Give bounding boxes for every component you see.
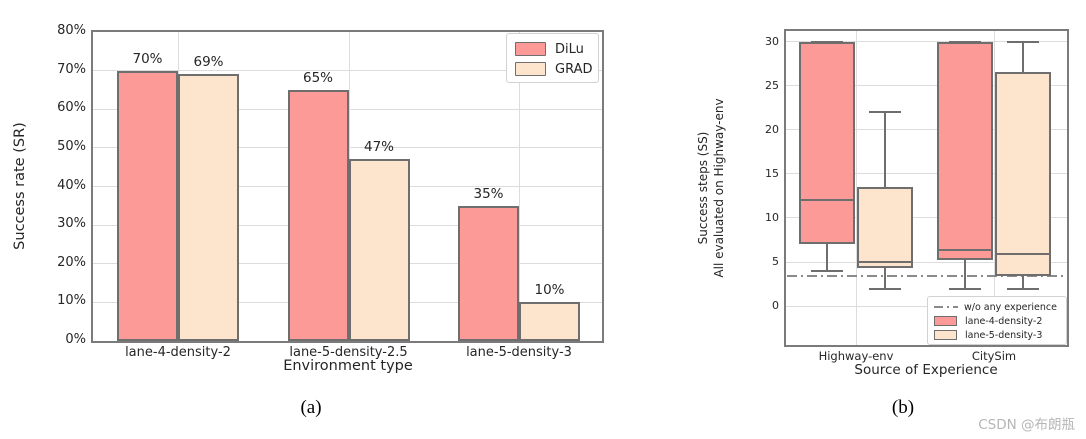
whisker-cap-lower bbox=[869, 287, 901, 290]
bar-dilu-lane-4-density-2 bbox=[117, 70, 178, 341]
box-lane-4-density-2-CitySim bbox=[937, 41, 993, 261]
bar-value-label: 10% bbox=[534, 282, 565, 299]
chart-b-ytick-label: 10 bbox=[765, 210, 779, 224]
whisker-cap-lower bbox=[811, 269, 843, 272]
median-line bbox=[859, 261, 911, 264]
whisker-cap-upper bbox=[869, 111, 901, 114]
legend-label-lane5: lane-5-density-3 bbox=[965, 329, 1043, 341]
lane5-color-swatch bbox=[934, 330, 957, 340]
bar-value-label: 47% bbox=[363, 139, 394, 156]
gridline-h bbox=[786, 41, 1067, 43]
gridline-h bbox=[786, 129, 1067, 131]
caption-a: (a) bbox=[300, 397, 322, 418]
bar-value-label: 65% bbox=[302, 69, 333, 86]
whisker-upper bbox=[884, 112, 886, 188]
chart-b-plot-area bbox=[784, 29, 1069, 347]
bar-value-label: 35% bbox=[473, 185, 504, 202]
legend-label-dilu: DiLu bbox=[555, 41, 584, 57]
gridline-h bbox=[786, 173, 1067, 175]
chart-a-ylabel: Success rate (SR) bbox=[12, 122, 28, 250]
chart-a-ytick-label: 70% bbox=[57, 61, 86, 77]
chart-b-xtick-label: CitySim bbox=[971, 349, 1017, 363]
chart-a-xtick-label: lane-5-density-3 bbox=[466, 345, 572, 360]
legend-label-grad: GRAD bbox=[555, 61, 593, 77]
gridline-h bbox=[786, 85, 1067, 87]
chart-b-ytick-label: 30 bbox=[765, 34, 779, 48]
chart-b-ytick-label: 20 bbox=[765, 122, 779, 136]
box-lane-5-density-3-Highway-env bbox=[857, 187, 913, 269]
dilu-color-swatch bbox=[515, 42, 546, 56]
chart-a-ytick-label: 0% bbox=[65, 332, 86, 347]
lane4-color-swatch bbox=[934, 316, 957, 326]
whisker-cap-upper bbox=[1007, 40, 1039, 43]
bar-value-label: 69% bbox=[193, 54, 224, 71]
bar-grad-lane-5-density-3 bbox=[519, 302, 580, 341]
whisker-cap-lower bbox=[1007, 287, 1039, 290]
chart-a-ytick-label: 20% bbox=[57, 254, 86, 270]
bar-grad-lane-5-density-2.5 bbox=[348, 159, 410, 341]
legend-entry-lane4: lane-4-density-2 bbox=[934, 314, 1060, 328]
chart-b-ytick-label: 15 bbox=[765, 166, 779, 180]
gridline-h bbox=[786, 261, 1067, 263]
whisker-cap-lower bbox=[949, 287, 981, 290]
chart-b-ytick-label: 5 bbox=[772, 255, 779, 269]
whisker-lower bbox=[884, 268, 886, 289]
gridline-v bbox=[856, 31, 857, 345]
chart-b-ylabel-line2: All evaluated on Highway-env bbox=[712, 98, 726, 278]
chart-a-ytick-label: 60% bbox=[57, 100, 86, 116]
caption-b: (b) bbox=[891, 397, 915, 418]
bar-dilu-lane-5-density-3 bbox=[458, 205, 519, 341]
whisker-upper bbox=[1022, 41, 1024, 73]
chart-a-ytick-label: 50% bbox=[57, 138, 86, 154]
dashdot-line-icon bbox=[934, 306, 958, 308]
gridline-v bbox=[994, 31, 995, 345]
chart-b-ytick-label: 25 bbox=[765, 78, 779, 92]
chart-b-xlabel: Source of Experience bbox=[854, 362, 998, 378]
box-lane-5-density-3-CitySim bbox=[995, 72, 1051, 277]
legend-label-lane4: lane-4-density-2 bbox=[965, 315, 1043, 327]
chart-b-ylabel-line1: Success steps (SS) bbox=[696, 131, 710, 245]
chart-a-xtick-label: lane-5-density-2.5 bbox=[289, 345, 408, 360]
chart-b-xtick-label: Highway-env bbox=[818, 349, 894, 363]
gridline-h bbox=[786, 217, 1067, 219]
baseline-wo-experience bbox=[787, 275, 1066, 278]
legend-entry-baseline: w/o any experience bbox=[934, 300, 1060, 314]
chart-b-legend: w/o any experience lane-4-density-2 lane… bbox=[927, 296, 1067, 345]
chart-a-xtick-label: lane-4-density-2 bbox=[125, 345, 231, 360]
gridline-h bbox=[93, 70, 602, 72]
whisker-lower bbox=[826, 244, 828, 271]
whisker-lower bbox=[1022, 276, 1024, 289]
chart-b-ylabel: Success steps (SS) All evaluated on High… bbox=[695, 28, 729, 348]
whisker-lower bbox=[964, 260, 966, 289]
chart-a-legend: DiLu GRAD bbox=[506, 33, 599, 83]
legend-entry-lane5: lane-5-density-3 bbox=[934, 328, 1060, 342]
grad-color-swatch bbox=[515, 62, 546, 76]
gridline-h bbox=[786, 305, 1067, 307]
legend-label-baseline: w/o any experience bbox=[964, 301, 1057, 313]
box-lane-4-density-2-Highway-env bbox=[799, 41, 855, 245]
bar-grad-lane-4-density-2 bbox=[178, 74, 239, 341]
chart-a-ytick-label: 10% bbox=[57, 293, 86, 309]
bar-value-label: 70% bbox=[132, 50, 163, 67]
legend-entry-grad: GRAD bbox=[515, 59, 593, 79]
chart-a-xlabel: Environment type bbox=[283, 358, 413, 374]
chart-a-ytick-label: 30% bbox=[57, 216, 86, 232]
chart-a-ytick-label: 80% bbox=[57, 23, 86, 38]
median-line bbox=[997, 253, 1049, 256]
chart-a-ytick-label: 40% bbox=[57, 177, 86, 193]
median-line bbox=[801, 199, 853, 202]
chart-b-ytick-label: 0 bbox=[772, 299, 779, 313]
bar-dilu-lane-5-density-2.5 bbox=[287, 89, 349, 341]
watermark: CSDN @布朗瓶 bbox=[978, 417, 1075, 433]
median-line bbox=[939, 248, 991, 251]
gridline-v bbox=[519, 32, 520, 341]
legend-entry-dilu: DiLu bbox=[515, 39, 590, 59]
